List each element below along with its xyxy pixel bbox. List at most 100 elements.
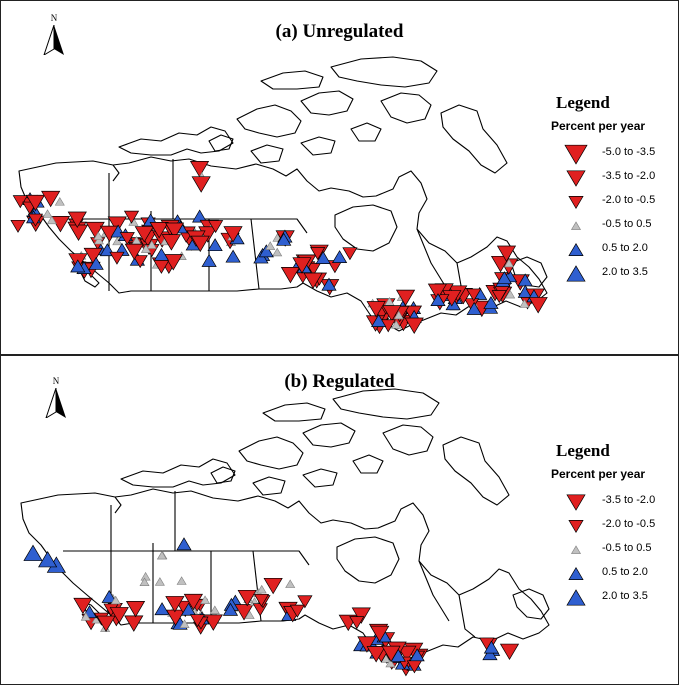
station-marker-decrease <box>381 645 401 663</box>
station-marker-decrease <box>41 190 61 208</box>
map-unregulated <box>10 56 548 335</box>
station-marker-neutral <box>272 247 283 257</box>
canada-outline <box>20 388 550 664</box>
legend-symbol-icon <box>568 520 584 533</box>
legend-subtitle: Percent per year <box>551 467 646 481</box>
station-marker-decrease <box>183 593 203 611</box>
station-marker-neutral <box>156 550 167 560</box>
legend-items: -5.0 to -3.5 -3.5 to -2.0 -2.0 to -0.5 -0.5… <box>556 141 655 285</box>
station-marker-increase <box>276 232 292 246</box>
legend-item: -3.5 to -2.0 <box>556 165 655 189</box>
station-marker-neutral <box>54 197 65 206</box>
legend-item-label: -5.0 to -3.5 <box>602 146 656 158</box>
station-marker-neutral <box>110 595 121 605</box>
legend-item-label: 0.5 to 2.0 <box>602 566 648 578</box>
station-marker-neutral <box>265 241 276 250</box>
station-marker-increase <box>371 313 387 327</box>
station-marker-decrease <box>297 595 313 609</box>
station-marker-increase <box>225 249 241 263</box>
station-marker-decrease <box>568 520 584 533</box>
legend-item: 2.0 to 3.5 <box>556 585 648 609</box>
legend-item: -0.5 to 0.5 <box>556 213 652 237</box>
station-marker-decrease <box>109 607 129 624</box>
legend-item: 0.5 to 2.0 <box>556 237 648 261</box>
station-marker-decrease <box>395 289 416 307</box>
station-marker-decrease <box>208 220 224 234</box>
station-marker-decrease <box>25 194 46 212</box>
legend-symbol-icon <box>564 144 588 165</box>
station-marker-increase <box>88 256 104 270</box>
station-marker-decrease <box>237 589 257 607</box>
station-marker-neutral <box>393 310 404 320</box>
station-marker-decrease <box>466 288 482 302</box>
station-marker-increase <box>566 589 586 606</box>
station-marker-decrease <box>165 596 185 613</box>
station-marker-increase <box>23 544 43 561</box>
station-marker-decrease <box>123 210 140 224</box>
station-marker-decrease <box>85 221 105 239</box>
panel-unregulated: (a) Unregulated N Legend Percent per yea… <box>1 1 678 356</box>
station-marker-decrease <box>67 211 87 228</box>
station-marker-decrease <box>124 243 144 261</box>
station-marker-decrease <box>134 226 154 243</box>
legend-symbol-icon <box>570 545 582 554</box>
station-marker-decrease <box>161 234 181 251</box>
station-marker-increase <box>315 251 331 264</box>
station-marker-decrease <box>289 604 305 618</box>
station-markers <box>10 161 548 335</box>
station-marker-decrease <box>252 603 268 617</box>
legend-item: 2.0 to 3.5 <box>556 261 648 285</box>
station-marker-decrease <box>496 245 517 262</box>
legend-items: -3.5 to -2.0 -2.0 to -0.5 -0.5 to 0.5 0.5 t… <box>556 489 655 609</box>
legend-item-label: -3.5 to -2.0 <box>602 170 656 182</box>
north-arrow: N <box>39 13 69 57</box>
station-marker-neutral <box>179 619 190 628</box>
legend-item: -2.0 to -0.5 <box>556 513 655 537</box>
station-marker-decrease <box>234 604 254 621</box>
station-marker-decrease <box>427 283 448 301</box>
station-marker-decrease <box>292 257 312 274</box>
station-marker-increase <box>70 259 86 273</box>
station-marker-decrease <box>310 247 326 261</box>
station-marker-decrease <box>280 266 301 284</box>
legend-item-label: 2.0 to 3.5 <box>602 266 648 278</box>
station-marker-increase <box>566 265 586 282</box>
station-marker-decrease <box>305 262 322 276</box>
legend-item-label: -2.0 to -0.5 <box>602 194 656 206</box>
station-marker-decrease <box>149 221 169 239</box>
legend: Legend Percent per year -3.5 to -2.0 -2.0… <box>551 441 655 609</box>
station-marker-decrease <box>404 317 424 334</box>
station-marker-neutral <box>93 235 104 245</box>
station-marker-decrease <box>406 660 423 674</box>
station-marker-neutral <box>154 577 165 586</box>
legend-symbol-icon <box>568 243 584 256</box>
station-marker-increase <box>483 295 499 309</box>
station-marker-neutral <box>384 297 395 306</box>
station-marker-decrease <box>366 301 386 318</box>
station-marker-decrease <box>568 196 584 209</box>
station-marker-decrease <box>107 216 127 233</box>
station-marker-neutral <box>80 612 91 621</box>
station-marker-decrease <box>253 593 270 607</box>
station-markers <box>23 537 520 677</box>
station-marker-increase <box>154 602 170 616</box>
station-marker-increase <box>331 250 348 264</box>
station-marker-decrease <box>357 636 377 653</box>
legend-symbol-icon <box>566 494 586 511</box>
station-marker-decrease <box>27 213 44 227</box>
legend-item: 0.5 to 2.0 <box>556 561 648 585</box>
station-marker-increase <box>568 243 584 256</box>
legend-item-label: -2.0 to -0.5 <box>602 518 656 530</box>
station-marker-decrease <box>223 226 243 243</box>
station-marker-decrease <box>68 224 89 241</box>
legend-item: -5.0 to -3.5 <box>556 141 655 165</box>
panel-regulated: (b) Regulated N Legend Percent per year … <box>1 358 678 684</box>
station-marker-decrease <box>303 272 323 290</box>
station-marker-decrease <box>490 255 511 273</box>
station-marker-increase <box>321 277 337 291</box>
legend-title: Legend <box>556 93 610 112</box>
legend-symbol-icon <box>568 196 584 209</box>
legend-symbol-icon <box>566 265 586 282</box>
legend-symbol-icon <box>566 170 586 187</box>
